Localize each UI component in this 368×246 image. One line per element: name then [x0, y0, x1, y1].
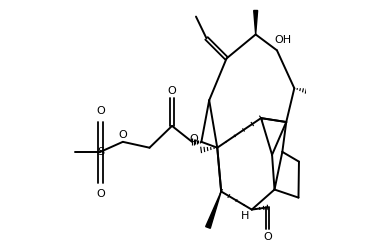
Polygon shape	[206, 191, 221, 228]
Text: O: O	[168, 86, 176, 96]
Text: O: O	[263, 232, 272, 242]
Text: O: O	[96, 189, 105, 199]
Text: O: O	[96, 106, 105, 116]
Polygon shape	[254, 11, 258, 34]
Text: O: O	[189, 134, 198, 144]
Text: O: O	[118, 130, 127, 140]
Text: H: H	[241, 211, 249, 221]
Text: S: S	[97, 147, 104, 157]
Text: OH: OH	[275, 35, 291, 45]
